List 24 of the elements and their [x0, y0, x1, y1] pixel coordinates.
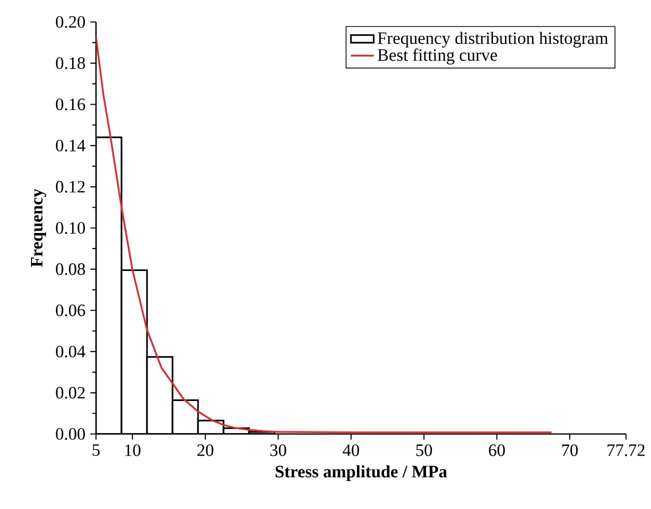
x-tick-label: 77.72 — [608, 444, 645, 456]
legend-label: Frequency distribution histogram — [378, 32, 608, 48]
x-tick-label: 30 — [270, 444, 286, 456]
x-tick-label: 40 — [342, 444, 360, 456]
x-tick-label: 5 — [92, 444, 100, 456]
x-tick-label: 50 — [416, 444, 432, 456]
legend-label: Best fitting curve — [378, 48, 497, 64]
x-tick-label: 70 — [562, 444, 578, 456]
y-tick-label: 0.10 — [56, 222, 85, 234]
y-axis-title: Frequency — [31, 188, 46, 268]
x-tick-label: 20 — [197, 444, 214, 456]
y-tick-label: 0.16 — [56, 98, 86, 110]
y-tick-label: 0.02 — [56, 386, 85, 399]
x-tick-label: 10 — [125, 444, 140, 456]
y-tick-label: 0.00 — [56, 428, 85, 440]
y-tick-label: 0.06 — [56, 304, 86, 316]
y-tick-label: 0.18 — [56, 57, 85, 70]
y-tick-label: 0.04 — [56, 346, 86, 358]
x-axis-title: Stress amplitude / MPa — [276, 465, 447, 481]
y-tick-label: 0.20 — [56, 16, 85, 28]
y-tick-label: 0.08 — [56, 263, 85, 276]
y-tick-label: 0.12 — [56, 180, 85, 193]
y-tick-label: 0.14 — [56, 140, 86, 152]
x-tick-label: 60 — [488, 444, 505, 456]
